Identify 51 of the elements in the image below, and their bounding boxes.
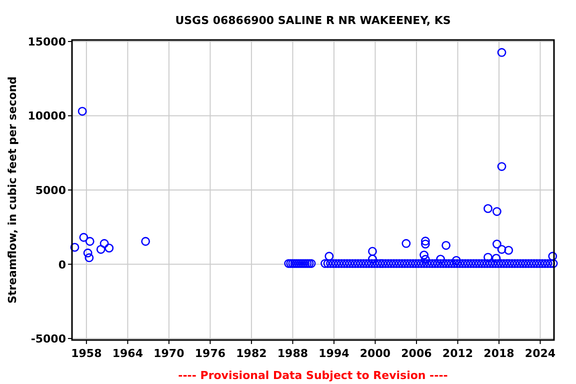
point <box>484 252 492 262</box>
point <box>420 240 430 249</box>
text: ---- Provisional Data Subject to Revision ---- <box>178 369 448 382</box>
point <box>420 254 430 264</box>
point <box>548 252 558 261</box>
point <box>104 244 114 253</box>
x-tick-label: 1988 <box>277 347 308 360</box>
point <box>442 240 450 250</box>
chart-title: USGS 06866900 SALINE R NR WAKEENEY, KS <box>175 14 451 27</box>
point <box>452 256 461 265</box>
point <box>96 244 106 254</box>
y-tick-label: 5000 <box>35 184 66 197</box>
point <box>497 162 506 171</box>
x-tick-label: 1964 <box>112 347 144 360</box>
point <box>83 248 92 258</box>
y-tick-label: 15000 <box>28 35 66 48</box>
x-tick-label: 2012 <box>442 347 474 360</box>
point <box>78 106 87 116</box>
y-tick-label: -5000 <box>30 332 66 346</box>
x-tick-label: 1958 <box>71 347 102 360</box>
x-tick-label: 2018 <box>484 347 514 360</box>
point <box>492 240 502 249</box>
point <box>492 207 502 216</box>
y-axis-title: Streamflow, in cubic feet per second <box>6 76 19 304</box>
x-tick-label: 1970 <box>154 347 185 360</box>
point <box>70 242 80 252</box>
x-tick-label: 1982 <box>236 347 267 360</box>
point <box>368 246 377 256</box>
y-tick-label: 10000 <box>28 110 66 123</box>
point <box>100 239 109 248</box>
point <box>436 254 445 264</box>
y-tick-label: 0 <box>58 258 66 272</box>
x-tick-label: 1994 <box>318 347 350 360</box>
point <box>368 254 377 264</box>
point <box>84 253 94 262</box>
point <box>497 48 506 57</box>
point <box>79 232 88 242</box>
point <box>497 244 506 254</box>
point <box>324 252 334 261</box>
point <box>85 236 94 246</box>
point <box>420 236 430 246</box>
x-tick-label: 2006 <box>401 347 432 360</box>
point <box>484 204 492 214</box>
point <box>504 246 514 255</box>
x-tick-label: 1976 <box>194 347 226 360</box>
x-tick-label: 2000 <box>360 347 391 360</box>
point <box>420 250 428 260</box>
point <box>492 254 501 263</box>
point <box>141 236 150 246</box>
point <box>402 239 411 248</box>
x-tick-label: 2024 <box>524 347 556 360</box>
